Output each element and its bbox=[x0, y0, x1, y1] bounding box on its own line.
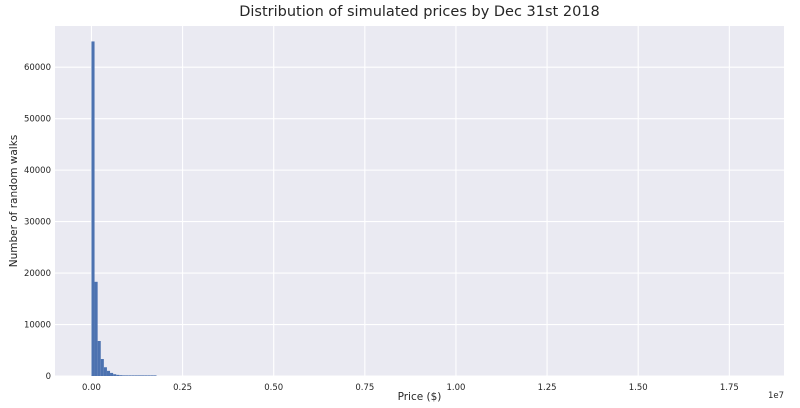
x-tick-label: 0.25 bbox=[173, 383, 192, 393]
histogram-bar bbox=[141, 375, 145, 376]
x-tick-label: 1.75 bbox=[720, 383, 739, 393]
y-tick-label: 30000 bbox=[24, 218, 51, 228]
y-tick-label: 20000 bbox=[24, 269, 51, 279]
histogram-bar bbox=[137, 375, 142, 376]
x-tick-labels: 0.00 0.25 0.50 0.75 1.00 1.25 1.50 1.75 bbox=[82, 383, 739, 393]
histogram-bar bbox=[147, 375, 151, 376]
histogram-bar bbox=[97, 341, 101, 376]
plot-background bbox=[55, 26, 784, 376]
histogram-bar bbox=[100, 359, 104, 376]
grid bbox=[55, 26, 784, 377]
histogram-bar bbox=[103, 367, 107, 376]
chart-title: Distribution of simulated prices by Dec … bbox=[239, 4, 600, 20]
x-tick-label: 1.25 bbox=[538, 383, 557, 393]
y-tick-labels: 0 10000 20000 30000 40000 50000 60000 bbox=[24, 63, 51, 382]
histogram-bar bbox=[144, 375, 148, 376]
histogram-bar bbox=[153, 375, 157, 376]
histogram-bar bbox=[125, 375, 129, 376]
x-tick-label: 0.75 bbox=[355, 383, 374, 393]
x-tick-label: 1.00 bbox=[446, 383, 465, 393]
y-tick-label: 60000 bbox=[24, 63, 51, 73]
histogram-bar bbox=[116, 374, 120, 376]
histogram-bar bbox=[110, 372, 114, 376]
x-tick-label: 1.50 bbox=[629, 383, 648, 393]
histogram-bar bbox=[113, 374, 117, 376]
y-tick-label: 0 bbox=[46, 372, 51, 382]
histogram-bar bbox=[91, 41, 95, 377]
y-axis-label: Number of random walks bbox=[8, 135, 20, 268]
histogram-bar bbox=[106, 370, 111, 376]
histogram-bar bbox=[134, 375, 138, 376]
x-tick-label: 0.50 bbox=[264, 383, 283, 393]
bars bbox=[91, 41, 157, 377]
histogram-bar bbox=[150, 375, 154, 376]
y-tick-label: 50000 bbox=[24, 115, 51, 125]
y-tick-label: 40000 bbox=[24, 166, 51, 176]
histogram-bar bbox=[131, 375, 135, 376]
x-axis-label: Price ($) bbox=[398, 391, 442, 403]
histogram-bar bbox=[94, 281, 98, 376]
histogram-bar bbox=[119, 375, 123, 376]
x-tick-label: 0.00 bbox=[82, 383, 101, 393]
histogram-bar bbox=[128, 375, 132, 376]
histogram-bar bbox=[122, 375, 126, 376]
y-tick-label: 10000 bbox=[24, 321, 51, 331]
x-offset-label: 1e7 bbox=[768, 391, 784, 401]
